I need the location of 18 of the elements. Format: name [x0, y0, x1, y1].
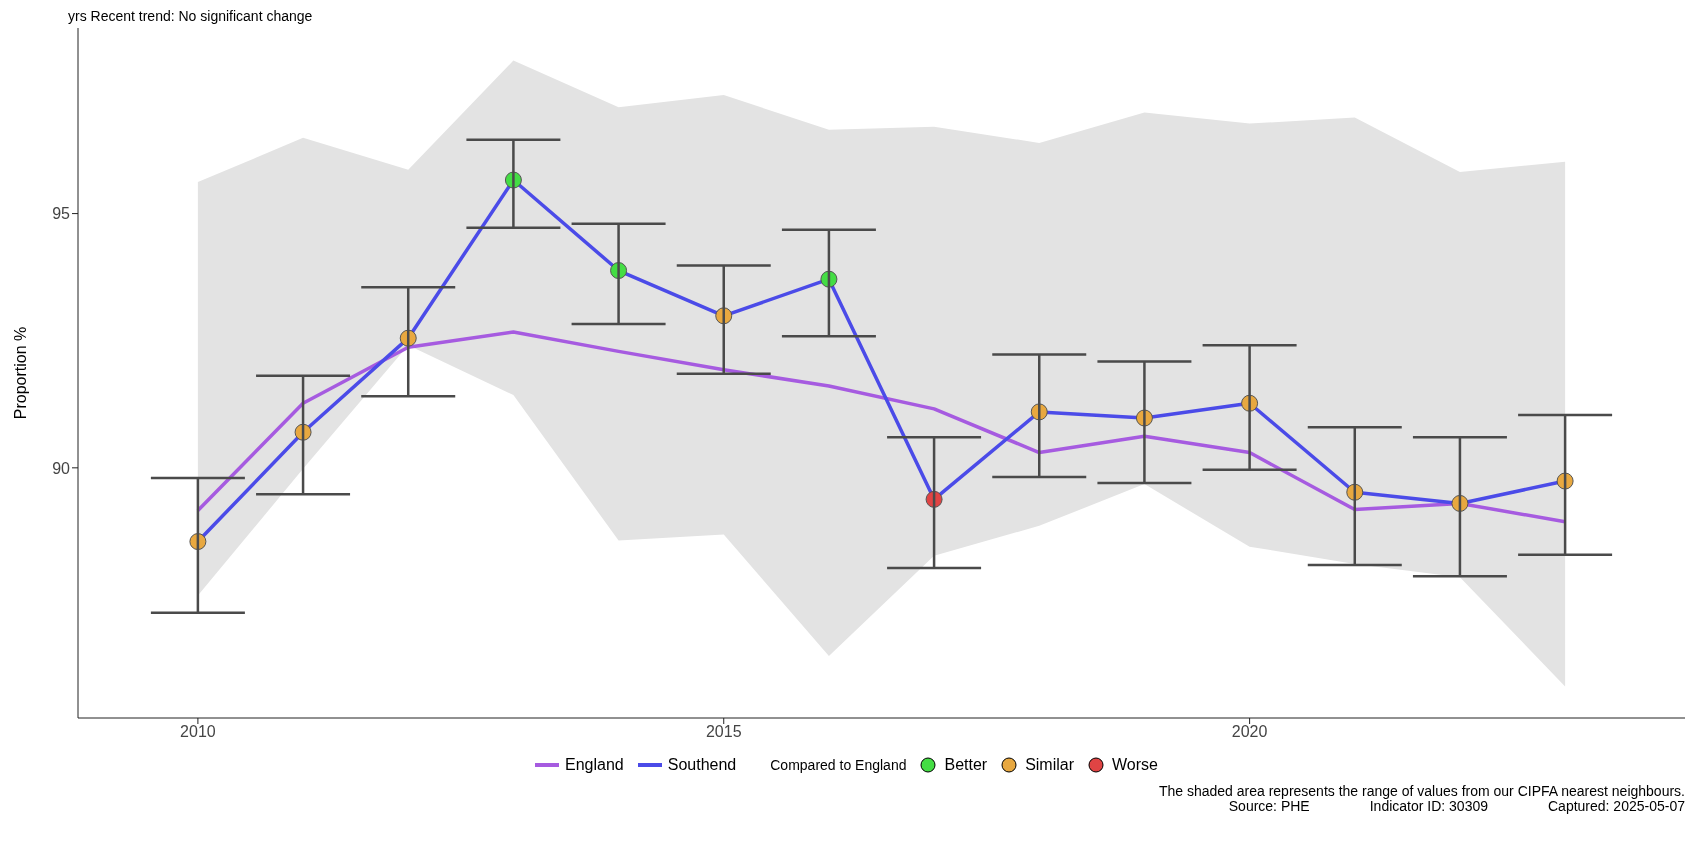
chart-subtitle: yrs Recent trend: No significant change	[68, 8, 314, 24]
line-series	[196, 330, 1567, 524]
x-tick-label: 2015	[705, 723, 742, 741]
y-axis-title: Proportion %	[11, 326, 29, 420]
source-note: Source: PHE	[1228, 798, 1310, 814]
y-tick-label: 95	[52, 205, 71, 223]
legend-label: Better	[944, 756, 988, 774]
legend-label: Southend	[667, 756, 737, 774]
legend-label: Similar	[1025, 756, 1075, 774]
legend-label: Worse	[1112, 756, 1158, 774]
text: The shaded area represents the range of values from our CIPFA nearest neighbours.	[1157, 783, 1685, 799]
x-tick-label: 2020	[1231, 723, 1268, 741]
legend-label: England	[565, 756, 624, 774]
x-tick-label: 2010	[180, 723, 216, 741]
text: Indicator ID: 30309	[1369, 798, 1488, 814]
legend-title: Compared to England	[770, 757, 907, 773]
text: Captured: 2025-05-07	[1548, 798, 1685, 814]
y-tick-label: 90	[52, 459, 71, 477]
